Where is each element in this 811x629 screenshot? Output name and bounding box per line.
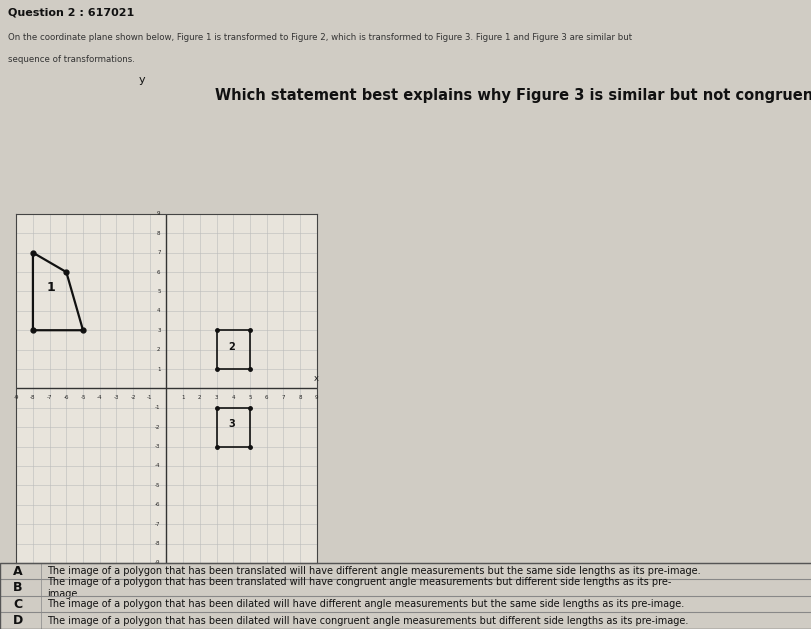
Text: -1: -1 [147, 395, 152, 400]
Text: 9: 9 [315, 395, 318, 400]
Text: -4: -4 [155, 464, 161, 469]
Text: -2: -2 [131, 395, 135, 400]
Text: -3: -3 [114, 395, 119, 400]
Text: y: y [139, 75, 145, 86]
Text: 5: 5 [157, 289, 161, 294]
Text: -7: -7 [155, 521, 161, 526]
Text: B: B [13, 581, 23, 594]
Text: 1: 1 [46, 281, 55, 294]
Text: -6: -6 [155, 503, 161, 507]
Text: 3: 3 [157, 328, 161, 333]
Text: Which statement best explains why Figure 3 is similar but not congruent to Figur: Which statement best explains why Figure… [215, 88, 811, 103]
Text: The image of a polygon that has been dilated will have congruent angle measureme: The image of a polygon that has been dil… [47, 616, 688, 626]
Text: The image of a polygon that has been translated will have congruent angle measur: The image of a polygon that has been tra… [47, 577, 671, 599]
Text: 4: 4 [157, 308, 161, 313]
Text: 7: 7 [281, 395, 285, 400]
Text: -1: -1 [155, 405, 161, 410]
Text: -4: -4 [97, 395, 102, 400]
Text: D: D [13, 615, 23, 627]
Text: C: C [13, 598, 23, 611]
Text: 8: 8 [157, 231, 161, 236]
Text: -2: -2 [155, 425, 161, 430]
Text: 6: 6 [264, 395, 268, 400]
Text: The image of a polygon that has been translated will have different angle measur: The image of a polygon that has been tra… [47, 566, 700, 576]
Text: A: A [13, 565, 23, 577]
Text: 4: 4 [231, 395, 234, 400]
Text: 1: 1 [157, 367, 161, 372]
Text: 7: 7 [157, 250, 161, 255]
Text: -6: -6 [63, 395, 69, 400]
Text: 2: 2 [198, 395, 201, 400]
Text: sequence of transformations.: sequence of transformations. [8, 55, 135, 64]
Text: -7: -7 [47, 395, 52, 400]
Text: 5: 5 [248, 395, 251, 400]
Text: -5: -5 [155, 483, 161, 488]
Text: -3: -3 [155, 444, 161, 449]
Text: 6: 6 [157, 270, 161, 274]
Text: 2: 2 [228, 342, 234, 352]
Text: On the coordinate plane shown below, Figure 1 is transformed to Figure 2, which : On the coordinate plane shown below, Fig… [8, 33, 632, 42]
Text: Question 2 : 617021: Question 2 : 617021 [8, 8, 134, 18]
Text: 1: 1 [181, 395, 185, 400]
Text: 3: 3 [215, 395, 218, 400]
Text: 3: 3 [228, 419, 234, 429]
Text: -9: -9 [14, 395, 19, 400]
Text: 9: 9 [157, 211, 161, 216]
Text: 8: 8 [298, 395, 302, 400]
Text: -8: -8 [155, 541, 161, 546]
Text: -8: -8 [30, 395, 36, 400]
Text: x: x [314, 374, 319, 382]
Text: 2: 2 [157, 347, 161, 352]
Text: -9: -9 [155, 560, 161, 565]
Text: -5: -5 [80, 395, 86, 400]
Text: The image of a polygon that has been dilated will have different angle measureme: The image of a polygon that has been dil… [47, 599, 684, 610]
